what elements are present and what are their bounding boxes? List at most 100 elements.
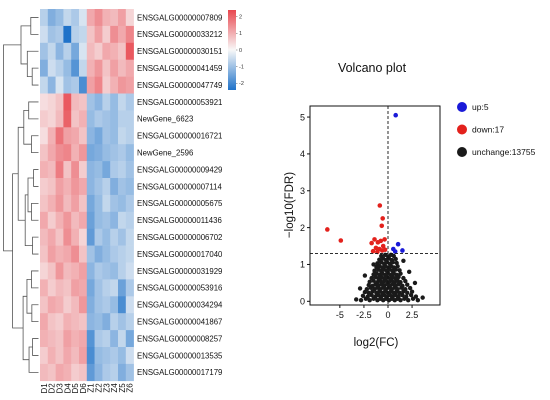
heatmap-cell <box>125 42 134 60</box>
heatmap-cell <box>102 93 111 111</box>
dendrogram-branch <box>31 270 39 289</box>
volcano-point-unchange <box>369 275 374 281</box>
volcano-point-down <box>325 227 330 232</box>
heatmap-cell <box>86 161 95 179</box>
dendrogram-branch <box>23 110 32 145</box>
legend-marker <box>457 124 467 135</box>
gene-label: ENSGALG00000013535 <box>137 351 223 360</box>
threshold-lines <box>310 106 440 305</box>
heatmap-panel: ENSGALG00000007809 ENSGALG00000033212 ENSG… <box>3 9 244 394</box>
heatmap-cell <box>55 363 64 382</box>
heatmap-cell <box>79 262 88 280</box>
heatmap-cell <box>110 313 119 331</box>
heatmap-cell <box>63 262 72 280</box>
heatmap-cell <box>47 363 56 382</box>
volcano-point-unchange <box>406 298 411 303</box>
heatmap-cell <box>125 262 134 280</box>
volcano-point-unchange <box>362 273 368 278</box>
heatmap-cell <box>125 59 134 77</box>
heatmap-cell <box>94 296 103 314</box>
heatmap-cell <box>55 144 64 162</box>
dendrogram-branch <box>20 25 31 65</box>
heatmap-cell <box>47 93 56 111</box>
y-tick-label: 4 <box>300 149 305 159</box>
heatmap-cell <box>79 178 88 196</box>
volcano-point-unchange <box>357 286 363 291</box>
heatmap-cell <box>118 262 127 280</box>
color-scale-tick-label: 0 <box>239 48 242 54</box>
volcano-point-unchange <box>389 257 395 263</box>
heatmap-cell <box>63 363 72 382</box>
volcano-point-unchange <box>379 253 384 259</box>
heatmap-cell <box>110 161 119 179</box>
heatmap-cell <box>110 127 119 145</box>
heatmap-cell <box>63 59 72 77</box>
heatmap-cell <box>110 42 119 60</box>
heatmap-cell <box>118 313 127 331</box>
volcano-point-unchange <box>371 262 376 267</box>
heatmap-cell <box>118 110 127 128</box>
dendrogram-branch <box>30 17 39 35</box>
heatmap-cell <box>79 110 88 128</box>
heatmap-cell <box>118 76 127 94</box>
gene-label: ENSGALG00000007809 <box>137 13 222 22</box>
gene-label: ENSGALG00000034294 <box>137 301 223 310</box>
heatmap-cell <box>125 127 134 145</box>
heatmap-cell <box>40 194 49 213</box>
volcano-point-unchange <box>394 272 399 277</box>
volcano-point-unchange <box>401 275 406 281</box>
heatmap-cell <box>79 313 88 331</box>
gene-label: ENSGALG00000030151 <box>137 47 222 56</box>
heatmap-cell <box>102 25 111 44</box>
heatmap-cell <box>79 25 88 44</box>
heatmap-cell <box>118 9 127 27</box>
gene-labels: ENSGALG00000007809 ENSGALG00000033212 ENSG… <box>137 13 223 377</box>
heatmap-cell <box>47 228 56 246</box>
heatmap-cell <box>86 262 95 280</box>
heatmap-cell <box>125 161 134 179</box>
legend-label: unchange:13755 <box>472 147 536 157</box>
volcano-point-up <box>395 241 401 247</box>
heatmap-cell <box>102 245 111 263</box>
heatmap-cell <box>55 313 64 331</box>
sample-label: Z1 <box>87 383 96 393</box>
gene-label: ENSGALG00000005675 <box>137 199 223 208</box>
heatmap-cell <box>55 25 64 44</box>
heatmap-cell <box>40 245 49 263</box>
heatmap-cell <box>79 245 88 263</box>
volcano-point-down <box>378 238 384 244</box>
heatmap-cell <box>102 144 111 162</box>
plot-frame <box>309 105 441 306</box>
volcano-point-unchange <box>367 298 372 303</box>
gene-label: ENSGALG00000007114 <box>137 182 222 191</box>
heatmap-cell <box>125 76 134 94</box>
volcano-point-unchange <box>413 294 419 299</box>
heatmap-cell <box>86 211 95 229</box>
heatmap-cell <box>40 296 49 314</box>
dendrogram-branch <box>28 101 39 120</box>
heatmap-cell <box>110 211 119 229</box>
heatmap-cell <box>125 211 134 229</box>
volcano-points <box>325 112 425 303</box>
heatmap-cell <box>71 313 80 331</box>
heatmap-cell <box>63 313 72 331</box>
heatmap-cell <box>79 76 88 94</box>
x-axis-label: log2(FC) <box>354 337 399 349</box>
heatmap-cell <box>79 194 88 213</box>
heatmap-cell <box>94 42 103 60</box>
color-scale-tick-label: -2 <box>239 81 244 87</box>
heatmap-cell <box>79 42 88 60</box>
heatmap-cell <box>55 330 64 348</box>
heatmap-cell <box>86 25 95 44</box>
heatmap-cell <box>55 211 64 229</box>
heatmap-cell <box>94 25 103 44</box>
heatmap-cell <box>63 279 72 297</box>
heatmap-cell <box>94 211 103 229</box>
heatmap-cell <box>40 127 49 145</box>
volcano-point-unchange <box>398 298 403 303</box>
volcano-point-up <box>400 248 405 253</box>
heatmap-cell <box>63 347 72 365</box>
heatmap-cell <box>86 363 95 382</box>
heatmap-cell <box>47 144 56 162</box>
